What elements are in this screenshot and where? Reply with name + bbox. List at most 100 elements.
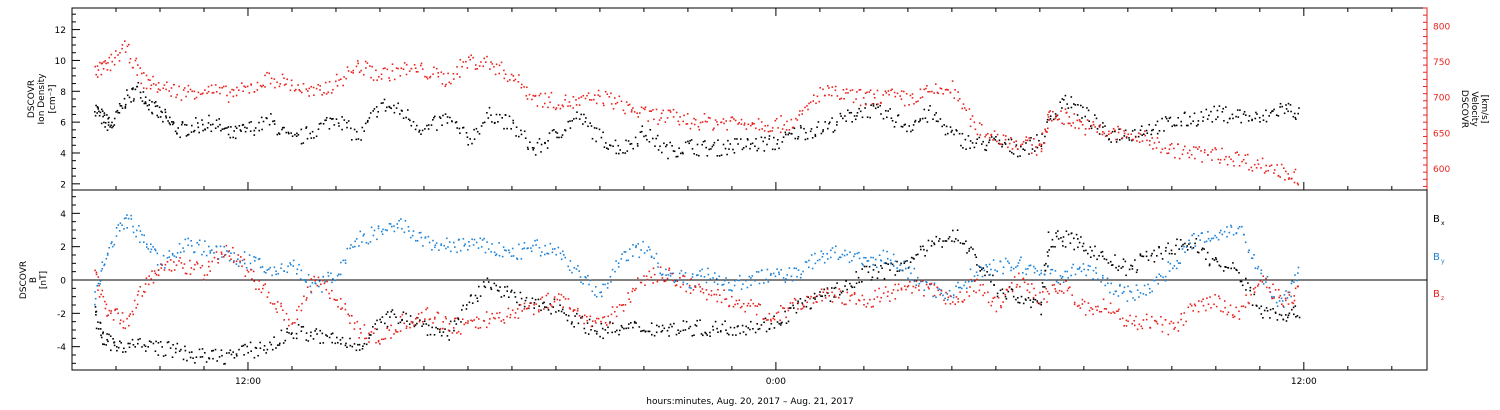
data-point bbox=[666, 277, 669, 280]
data-point bbox=[389, 106, 391, 109]
data-point bbox=[1217, 158, 1220, 161]
data-point bbox=[610, 92, 612, 95]
data-point bbox=[859, 110, 862, 113]
data-point bbox=[650, 256, 653, 259]
data-point bbox=[468, 245, 471, 247]
data-point bbox=[1186, 249, 1189, 251]
data-point bbox=[147, 283, 150, 286]
data-point bbox=[621, 253, 623, 255]
data-point bbox=[831, 291, 833, 294]
data-point bbox=[306, 297, 308, 299]
data-point bbox=[467, 320, 469, 322]
data-point bbox=[1273, 108, 1275, 111]
data-point bbox=[1078, 304, 1080, 307]
data-point bbox=[767, 281, 770, 283]
data-point bbox=[830, 249, 832, 252]
data-point bbox=[558, 293, 560, 295]
data-point bbox=[719, 330, 722, 333]
data-point bbox=[1072, 263, 1074, 266]
data-point bbox=[276, 311, 278, 313]
data-point bbox=[1040, 150, 1043, 153]
data-point bbox=[358, 71, 361, 73]
data-point bbox=[1151, 290, 1153, 293]
data-point bbox=[226, 127, 228, 129]
data-point bbox=[454, 246, 456, 248]
data-point bbox=[420, 133, 422, 135]
data-point bbox=[433, 66, 435, 69]
data-point bbox=[724, 298, 726, 301]
data-point bbox=[171, 252, 174, 255]
data-point bbox=[1232, 160, 1235, 163]
data-point bbox=[1035, 154, 1038, 156]
data-point bbox=[202, 129, 204, 132]
data-point bbox=[774, 148, 776, 151]
data-point bbox=[473, 128, 475, 131]
data-point bbox=[1088, 120, 1090, 122]
data-point bbox=[742, 302, 745, 305]
data-point bbox=[1203, 248, 1205, 250]
data-point bbox=[764, 317, 767, 320]
data-point bbox=[1238, 272, 1240, 274]
data-point bbox=[572, 309, 575, 311]
data-point bbox=[362, 234, 365, 237]
data-point bbox=[558, 136, 560, 139]
data-point bbox=[778, 273, 780, 276]
data-point bbox=[587, 333, 590, 335]
data-point bbox=[624, 152, 626, 154]
data-point bbox=[570, 323, 573, 325]
data-point bbox=[956, 229, 959, 231]
data-point bbox=[614, 310, 616, 313]
data-point bbox=[885, 92, 888, 94]
data-point bbox=[102, 295, 105, 298]
data-point bbox=[715, 293, 718, 296]
data-point bbox=[524, 299, 527, 302]
data-point bbox=[880, 260, 883, 262]
data-point bbox=[1211, 159, 1213, 161]
data-point bbox=[1268, 286, 1271, 289]
data-point bbox=[591, 320, 594, 322]
data-point bbox=[551, 305, 553, 308]
data-point bbox=[733, 326, 736, 329]
data-point bbox=[839, 293, 841, 296]
data-point bbox=[704, 140, 706, 142]
data-point bbox=[1156, 322, 1159, 325]
data-point bbox=[96, 65, 99, 67]
data-point bbox=[644, 108, 646, 111]
data-point bbox=[665, 145, 667, 148]
data-point bbox=[1080, 236, 1082, 238]
data-point bbox=[1095, 117, 1098, 120]
data-point bbox=[587, 125, 589, 128]
data-point bbox=[816, 301, 818, 303]
data-point bbox=[1007, 290, 1010, 293]
data-point bbox=[386, 311, 389, 313]
data-point bbox=[1054, 270, 1057, 272]
data-point bbox=[454, 121, 457, 124]
data-point bbox=[877, 106, 879, 108]
data-point bbox=[532, 94, 534, 97]
data-point bbox=[115, 235, 118, 237]
data-point bbox=[900, 287, 903, 290]
data-point bbox=[168, 256, 171, 258]
data-point bbox=[642, 107, 645, 110]
data-point bbox=[559, 299, 561, 301]
data-point bbox=[720, 301, 723, 304]
data-point bbox=[309, 132, 311, 135]
data-point bbox=[624, 112, 626, 115]
data-point bbox=[755, 138, 757, 140]
data-point bbox=[861, 262, 863, 265]
data-point bbox=[1215, 236, 1218, 239]
data-point bbox=[966, 291, 968, 293]
data-point bbox=[353, 322, 356, 324]
data-point bbox=[580, 317, 582, 319]
data-point bbox=[240, 130, 242, 132]
data-point bbox=[941, 125, 943, 128]
data-point bbox=[382, 338, 385, 340]
data-point bbox=[824, 94, 826, 97]
data-point bbox=[615, 315, 618, 318]
data-point bbox=[617, 262, 620, 264]
data-point bbox=[521, 310, 523, 312]
data-point bbox=[1238, 154, 1240, 156]
data-point bbox=[1008, 262, 1010, 264]
data-point bbox=[1168, 148, 1171, 150]
data-point bbox=[725, 120, 727, 122]
